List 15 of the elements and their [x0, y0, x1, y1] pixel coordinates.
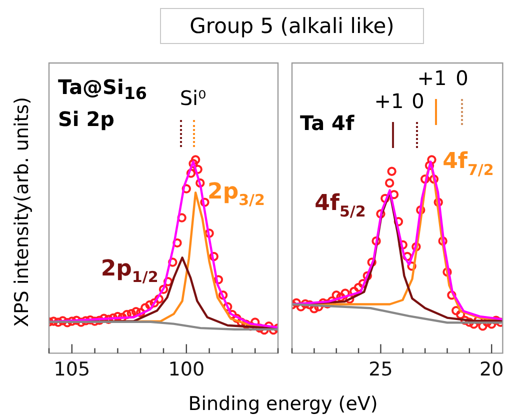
text: 0	[412, 89, 424, 113]
text: Si⁰	[180, 86, 206, 110]
text: Si 2p	[58, 107, 114, 131]
text: +1	[374, 89, 404, 113]
chart-title: Group 5 (alkali like)	[160, 8, 424, 44]
x-axis-title: Binding energy (eV)	[187, 393, 379, 415]
text: Ta 4f	[300, 111, 354, 135]
x-tick-label: 100	[168, 358, 205, 381]
text: +1	[417, 66, 447, 90]
text: 0	[456, 66, 468, 90]
y-axis-title: XPS intensity(arb. units)	[11, 96, 33, 328]
text: Ta@Si$_{16}$	[58, 75, 148, 105]
x-tick-label: 20	[480, 358, 504, 381]
x-tick-label: 105	[54, 358, 90, 381]
x-tick-label: 25	[368, 358, 393, 381]
